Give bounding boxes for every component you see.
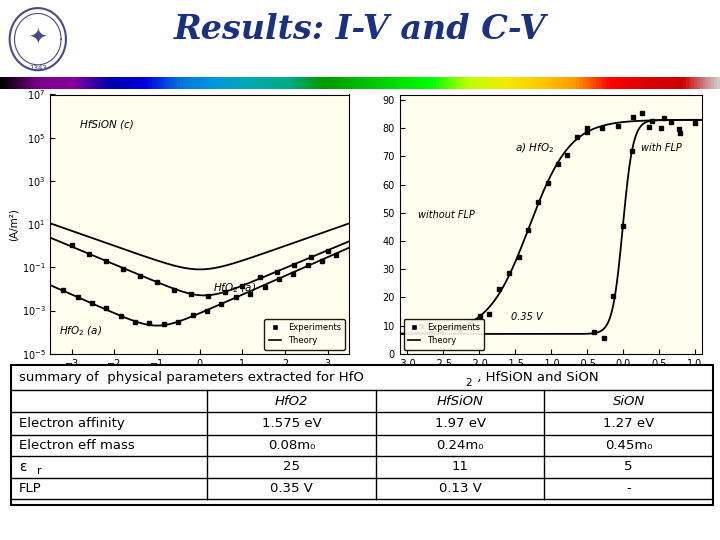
Text: Università di  Pisa: Università di Pisa — [585, 516, 709, 529]
Text: 5: 5 — [624, 461, 633, 474]
Y-axis label: (A/m²): (A/m²) — [9, 208, 19, 240]
Text: 1.27 eV: 1.27 eV — [603, 417, 654, 430]
Text: HfO2: HfO2 — [275, 395, 308, 408]
Text: summary of  physical parameters extracted for HfO: summary of physical parameters extracted… — [19, 370, 364, 383]
Text: 0.35 V: 0.35 V — [270, 482, 313, 495]
Text: Electron affinity: Electron affinity — [19, 417, 125, 430]
Text: 0.45m₀: 0.45m₀ — [605, 438, 652, 452]
Text: 0.35 V: 0.35 V — [511, 312, 543, 322]
Text: Results: I-V and C-V: Results: I-V and C-V — [174, 14, 546, 46]
Text: , HfSiON and SiON: , HfSiON and SiON — [473, 370, 598, 383]
Text: r: r — [37, 467, 41, 476]
Text: 11: 11 — [451, 461, 469, 474]
Text: 1.575 eV: 1.575 eV — [262, 417, 321, 430]
Text: 25: 25 — [283, 461, 300, 474]
Text: Electron eff mass: Electron eff mass — [19, 438, 135, 452]
X-axis label: Gate Voltage (V): Gate Voltage (V) — [157, 374, 243, 384]
Text: 0.24m₀: 0.24m₀ — [436, 438, 484, 452]
Text: a) HfO$_2$: a) HfO$_2$ — [515, 141, 554, 154]
Text: ✦: ✦ — [29, 29, 47, 49]
Text: HfSiON: HfSiON — [436, 395, 484, 408]
Text: 1.97 eV: 1.97 eV — [434, 417, 486, 430]
Text: 0.13 V: 0.13 V — [438, 482, 482, 495]
X-axis label: Gate Voltage (V): Gate Voltage (V) — [508, 374, 594, 384]
Text: HfSiON (c): HfSiON (c) — [81, 119, 134, 130]
Text: with FLP: with FLP — [641, 143, 682, 153]
Text: FLP: FLP — [19, 482, 42, 495]
Text: 0.08m₀: 0.08m₀ — [268, 438, 315, 452]
Text: 1343: 1343 — [29, 64, 47, 71]
Text: HfO$_2$ (a): HfO$_2$ (a) — [59, 325, 102, 338]
Text: -: - — [626, 482, 631, 495]
Text: without FLP: without FLP — [418, 211, 474, 220]
Legend: Experiments, Theory: Experiments, Theory — [404, 319, 485, 349]
Text: HfO$_2$ (a): HfO$_2$ (a) — [212, 281, 256, 295]
Text: SiON: SiON — [613, 395, 644, 408]
Legend: Experiments, Theory: Experiments, Theory — [264, 319, 345, 349]
Text: ε: ε — [19, 460, 27, 474]
Text: G. Iannaccone: G. Iannaccone — [11, 516, 110, 529]
Text: 2: 2 — [466, 378, 472, 388]
